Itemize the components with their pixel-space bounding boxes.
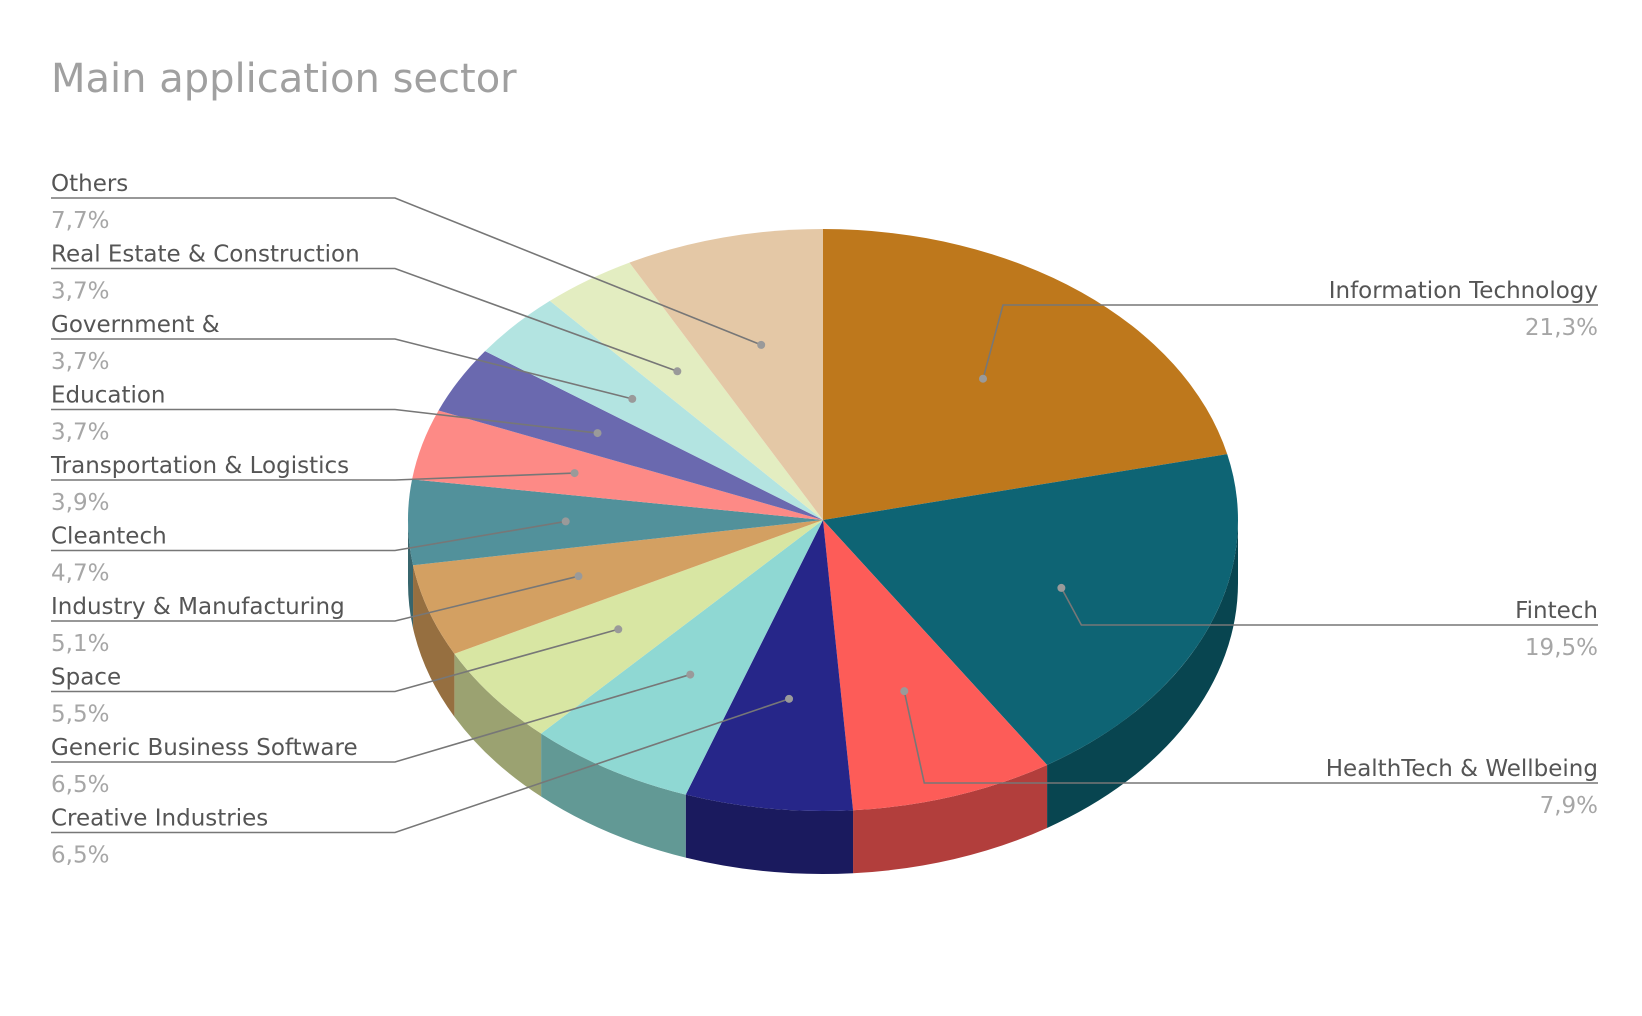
slice-information-technology [823,229,1228,520]
leader-line-real-estate-and-construction [51,267,678,373]
slice-side-creative-industries [685,794,854,874]
label-name-space: Space [51,665,121,691]
leader-dot-others [757,340,766,349]
slice-others [629,229,823,520]
label-name-generic-business-software: Generic Business Software [51,735,358,761]
label-name-others: Others [51,171,128,197]
label-value-creative-industries: 6,5% [51,843,109,869]
leader-line-creative-industries [51,698,790,834]
slice-healthtech-and-wellbeing [823,520,1048,811]
label-name-creative-industries: Creative Industries [51,806,268,832]
slice-fintech [823,454,1238,765]
label-value-transportation-and-logistics: 3,9% [51,490,109,516]
label-value-real-estate-and-construction: 3,7% [51,279,109,305]
leader-line-government-and [51,338,633,400]
slice-space [454,520,823,734]
label-value-government-and: 3,7% [51,349,109,375]
label-name-education: Education [51,383,166,409]
label-value-space: 5,5% [51,702,109,728]
label-name-cleantech: Cleantech [51,524,167,550]
leader-line-transportation-and-logistics [51,472,575,481]
leader-dot-government-and [628,394,637,403]
label-value-generic-business-software: 6,5% [51,772,109,798]
label-name-real-estate-and-construction: Real Estate & Construction [51,242,360,268]
leader-dot-industry-and-manufacturing [574,572,583,581]
label-name-information-technology: Information Technology [1329,278,1598,304]
leader-dot-generic-business-software [686,670,695,679]
label-name-industry-and-manufacturing: Industry & Manufacturing [51,594,345,620]
slice-side-generic-business-software [541,733,686,858]
label-value-others: 7,7% [51,208,109,234]
leader-line-healthtech-and-wellbeing [903,691,1598,784]
slice-government-and [485,300,823,520]
leader-line-fintech [1060,587,1598,626]
label-name-fintech: Fintech [1515,598,1598,624]
label-value-fintech: 19,5% [1525,635,1598,661]
leader-dot-information-technology [979,374,988,383]
leader-dot-healthtech-and-wellbeing [900,687,909,696]
leader-line-space [51,628,619,693]
leader-dot-transportation-and-logistics [570,469,579,478]
slice-labels: Information Technology 21,3% Fintech 19,5% H… [50,171,1598,869]
leader-dot-education [593,429,602,438]
leader-line-cleantech [51,520,566,552]
label-value-industry-and-manufacturing: 5,1% [51,631,109,657]
label-name-healthtech-and-wellbeing: HealthTech & Wellbeing [1326,756,1598,782]
leader-dot-creative-industries [785,694,794,703]
label-value-education: 3,7% [51,420,109,446]
slice-education [438,351,823,520]
slice-side-fintech [1047,520,1238,828]
leader-line-industry-and-manufacturing [51,575,579,622]
slice-creative-industries [685,520,854,811]
slice-real-estate-and-construction [549,262,823,520]
slice-industry-and-manufacturing [413,520,823,654]
slice-cleantech [408,479,823,566]
leader-dot-fintech [1057,583,1066,592]
chart-title: Main application sector [51,56,517,102]
label-value-cleantech: 4,7% [51,561,109,587]
leader-dot-cleantech [561,517,570,526]
slice-side-space [454,653,542,797]
leader-line-others [51,197,762,346]
leader-dot-space [614,625,623,634]
leader-dot-real-estate-and-construction [673,367,682,376]
pie-side-walls [408,520,1238,874]
pie-slices [408,229,1238,811]
slice-side-industry-and-manufacturing [413,565,455,717]
leader-line-information-technology [982,304,1598,379]
slice-generic-business-software [541,520,823,795]
leader-line-generic-business-software [51,673,691,763]
label-value-healthtech-and-wellbeing: 7,9% [1540,793,1598,819]
slice-side-cleantech [408,520,414,629]
label-name-government-and: Government & [51,312,220,338]
slice-transportation-and-logistics [412,410,823,520]
slice-side-healthtech-and-wellbeing [853,764,1048,874]
label-name-transportation-and-logistics: Transportation & Logistics [50,453,349,479]
leader-line-education [51,408,598,434]
label-value-information-technology: 21,3% [1525,315,1598,341]
